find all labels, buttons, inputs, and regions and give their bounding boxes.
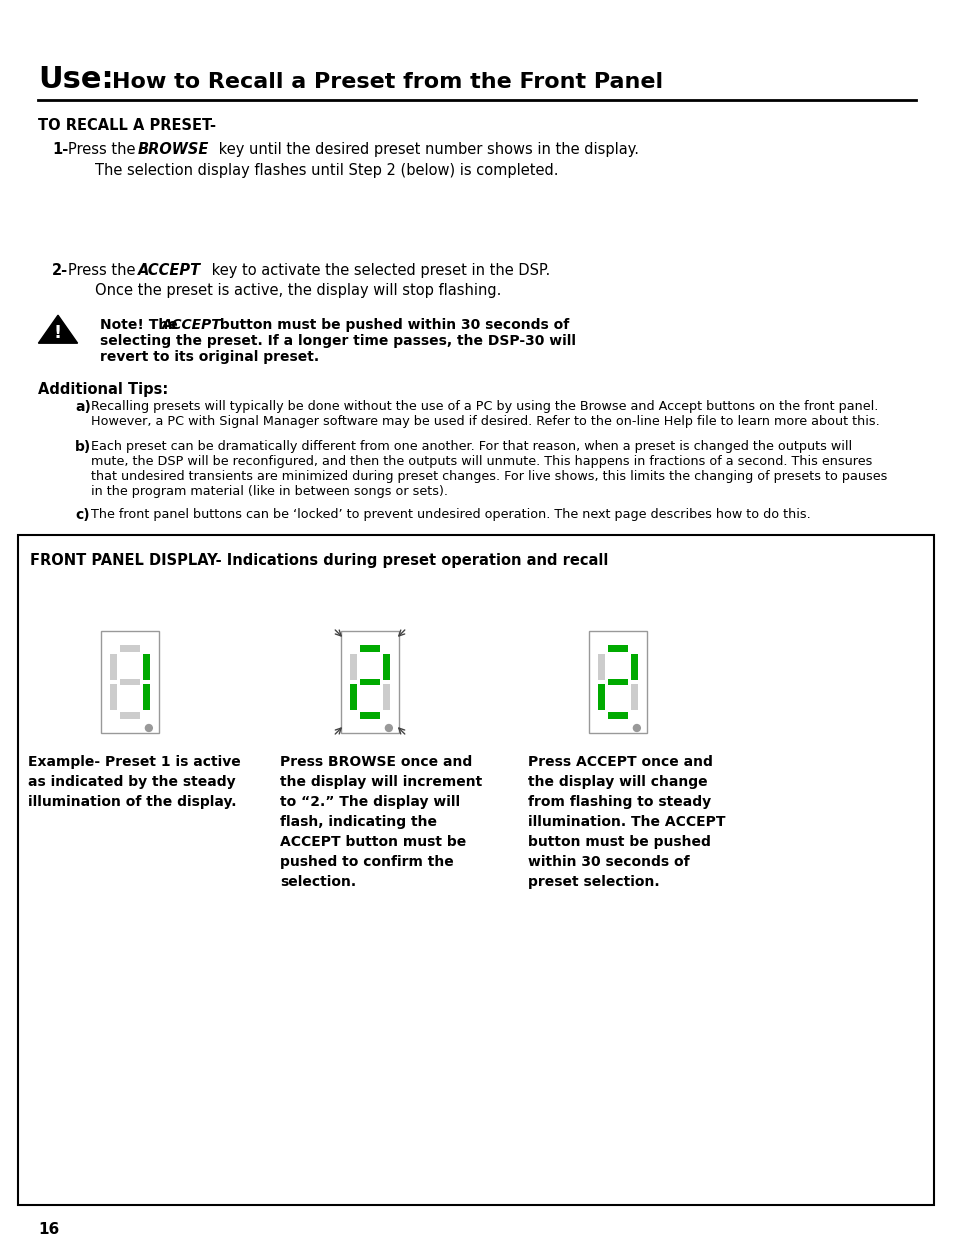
- Text: 2-: 2-: [52, 263, 68, 278]
- Text: Press BROWSE once and: Press BROWSE once and: [280, 755, 472, 769]
- Bar: [111, 655, 117, 679]
- Bar: [143, 655, 150, 679]
- Text: the display will change: the display will change: [527, 776, 707, 789]
- Bar: [598, 655, 605, 679]
- Text: BROWSE: BROWSE: [138, 142, 209, 157]
- Bar: [359, 645, 380, 652]
- Text: in the program material (like in between songs or sets).: in the program material (like in between…: [91, 485, 448, 498]
- Text: a): a): [75, 400, 91, 414]
- Bar: [341, 631, 398, 732]
- Text: ACCEPT button must be: ACCEPT button must be: [280, 835, 466, 848]
- Bar: [119, 678, 140, 685]
- Text: mute, the DSP will be reconfigured, and then the outputs will unmute. This happe: mute, the DSP will be reconfigured, and …: [91, 454, 871, 468]
- Text: Press the: Press the: [68, 263, 140, 278]
- Text: selecting the preset. If a longer time passes, the DSP-30 will: selecting the preset. If a longer time p…: [100, 333, 576, 348]
- Text: b): b): [75, 440, 91, 454]
- Bar: [18, 535, 933, 1205]
- Bar: [111, 684, 117, 710]
- Text: Press ACCEPT once and: Press ACCEPT once and: [527, 755, 712, 769]
- Polygon shape: [38, 315, 77, 343]
- Text: selection.: selection.: [280, 876, 355, 889]
- Text: from flashing to steady: from flashing to steady: [527, 795, 710, 809]
- Text: FRONT PANEL DISPLAY- Indications during preset operation and recall: FRONT PANEL DISPLAY- Indications during …: [30, 553, 608, 568]
- Text: within 30 seconds of: within 30 seconds of: [527, 855, 689, 869]
- Text: flash, indicating the: flash, indicating the: [280, 815, 436, 829]
- Bar: [119, 711, 140, 719]
- Text: Additional Tips:: Additional Tips:: [38, 382, 168, 396]
- Text: 16: 16: [38, 1221, 59, 1235]
- Bar: [589, 631, 646, 732]
- Text: the display will increment: the display will increment: [280, 776, 482, 789]
- Text: button must be pushed: button must be pushed: [527, 835, 710, 848]
- Bar: [607, 645, 628, 652]
- Text: Note! The: Note! The: [100, 317, 182, 332]
- Text: c): c): [75, 508, 90, 522]
- Bar: [382, 655, 389, 679]
- Bar: [143, 684, 150, 710]
- Bar: [630, 684, 637, 710]
- Bar: [101, 631, 158, 732]
- Text: as indicated by the steady: as indicated by the steady: [28, 776, 235, 789]
- Text: How to Recall a Preset from the Front Panel: How to Recall a Preset from the Front Pa…: [112, 72, 662, 91]
- Bar: [359, 678, 380, 685]
- Bar: [382, 684, 389, 710]
- Text: 1-: 1-: [52, 142, 69, 157]
- Text: button must be pushed within 30 seconds of: button must be pushed within 30 seconds …: [214, 317, 569, 332]
- Text: !: !: [54, 325, 62, 342]
- Text: Each preset can be dramatically different from one another. For that reason, whe: Each preset can be dramatically differen…: [91, 440, 851, 453]
- Text: Use:: Use:: [38, 65, 113, 94]
- Bar: [119, 645, 140, 652]
- Bar: [350, 684, 357, 710]
- Circle shape: [385, 725, 392, 731]
- Bar: [598, 684, 605, 710]
- Text: pushed to confirm the: pushed to confirm the: [280, 855, 454, 869]
- Text: key until the desired preset number shows in the display.: key until the desired preset number show…: [213, 142, 639, 157]
- Text: ACCEPT: ACCEPT: [138, 263, 201, 278]
- Text: The front panel buttons can be ‘locked’ to prevent undesired operation. The next: The front panel buttons can be ‘locked’ …: [91, 508, 810, 521]
- Circle shape: [633, 725, 639, 731]
- Text: TO RECALL A PRESET-: TO RECALL A PRESET-: [38, 119, 215, 133]
- Bar: [607, 711, 628, 719]
- Text: that undesired transients are minimized during preset changes. For live shows, t: that undesired transients are minimized …: [91, 471, 886, 483]
- Text: Once the preset is active, the display will stop flashing.: Once the preset is active, the display w…: [95, 283, 501, 298]
- Circle shape: [145, 725, 152, 731]
- Bar: [350, 655, 357, 679]
- Bar: [630, 655, 637, 679]
- Text: ACCEPT: ACCEPT: [162, 317, 221, 332]
- Text: The selection display flashes until Step 2 (below) is completed.: The selection display flashes until Step…: [95, 163, 558, 178]
- Bar: [607, 678, 628, 685]
- Text: illumination of the display.: illumination of the display.: [28, 795, 236, 809]
- Text: preset selection.: preset selection.: [527, 876, 659, 889]
- Text: Press the: Press the: [68, 142, 140, 157]
- Text: illumination. The ACCEPT: illumination. The ACCEPT: [527, 815, 724, 829]
- Text: revert to its original preset.: revert to its original preset.: [100, 350, 319, 364]
- Text: to “2.” The display will: to “2.” The display will: [280, 795, 459, 809]
- Text: However, a PC with Signal Manager software may be used if desired. Refer to the : However, a PC with Signal Manager softwa…: [91, 415, 879, 429]
- Text: Example- Preset 1 is active: Example- Preset 1 is active: [28, 755, 240, 769]
- Text: Recalling presets will typically be done without the use of a PC by using the Br: Recalling presets will typically be done…: [91, 400, 878, 412]
- Bar: [359, 711, 380, 719]
- Text: key to activate the selected preset in the DSP.: key to activate the selected preset in t…: [207, 263, 550, 278]
